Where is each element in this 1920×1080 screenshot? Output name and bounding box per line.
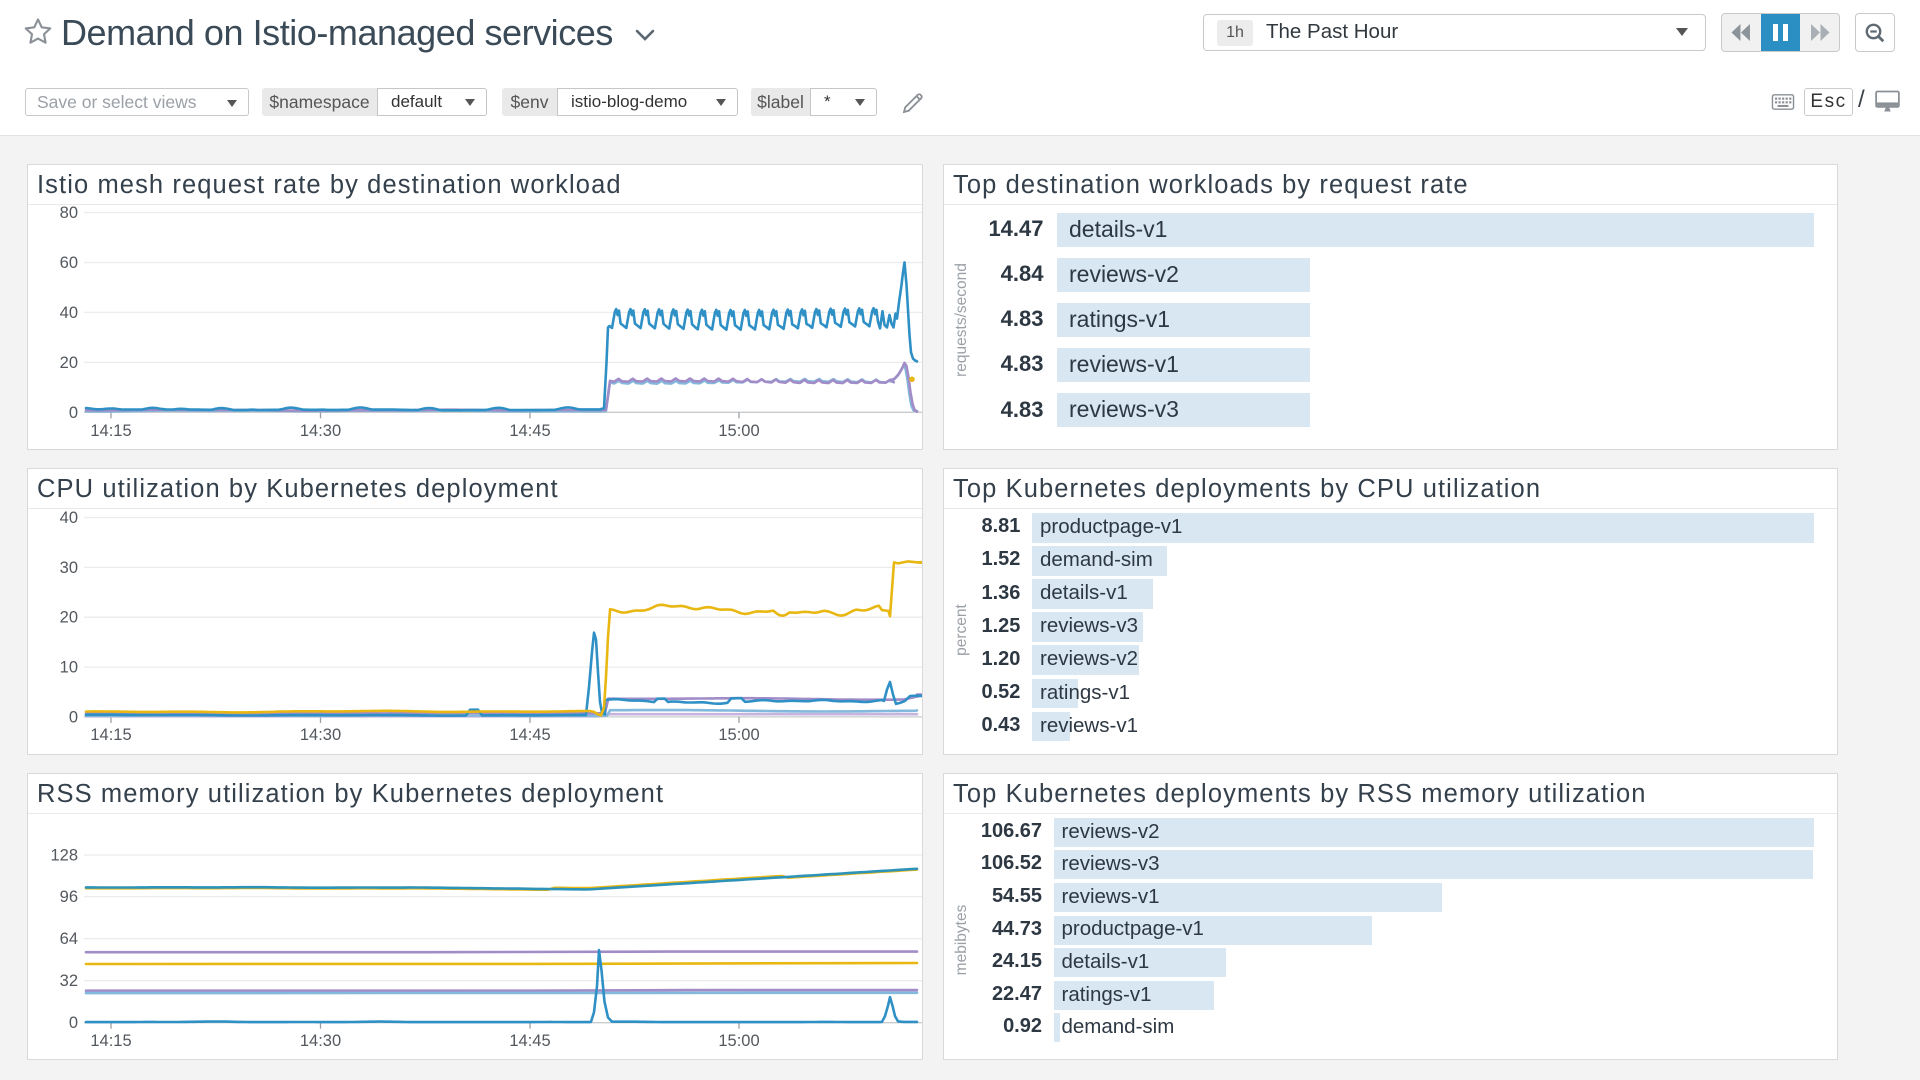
svg-text:14:30: 14:30 bbox=[300, 726, 341, 744]
svg-text:0: 0 bbox=[69, 708, 78, 726]
svg-text:128: 128 bbox=[50, 847, 78, 865]
svg-text:0: 0 bbox=[69, 404, 78, 422]
svg-text:14:45: 14:45 bbox=[509, 1032, 550, 1050]
svg-text:30: 30 bbox=[60, 559, 78, 577]
svg-text:15:00: 15:00 bbox=[718, 726, 759, 744]
svg-text:80: 80 bbox=[60, 204, 78, 222]
svg-text:14:15: 14:15 bbox=[90, 726, 131, 744]
svg-text:0: 0 bbox=[69, 1014, 78, 1032]
svg-text:40: 40 bbox=[60, 509, 78, 527]
svg-text:14:15: 14:15 bbox=[90, 422, 131, 440]
svg-text:20: 20 bbox=[60, 609, 78, 627]
svg-text:15:00: 15:00 bbox=[718, 422, 759, 440]
svg-text:14:30: 14:30 bbox=[300, 422, 341, 440]
svg-text:64: 64 bbox=[60, 930, 78, 948]
svg-text:14:45: 14:45 bbox=[509, 422, 550, 440]
svg-text:15:00: 15:00 bbox=[718, 1032, 759, 1050]
svg-text:20: 20 bbox=[60, 354, 78, 372]
svg-text:32: 32 bbox=[60, 972, 78, 990]
svg-text:40: 40 bbox=[60, 304, 78, 322]
svg-text:60: 60 bbox=[60, 254, 78, 272]
svg-text:96: 96 bbox=[60, 888, 78, 906]
svg-text:10: 10 bbox=[60, 659, 78, 677]
svg-text:14:15: 14:15 bbox=[90, 1032, 131, 1050]
svg-text:14:30: 14:30 bbox=[300, 1032, 341, 1050]
svg-text:14:45: 14:45 bbox=[509, 726, 550, 744]
